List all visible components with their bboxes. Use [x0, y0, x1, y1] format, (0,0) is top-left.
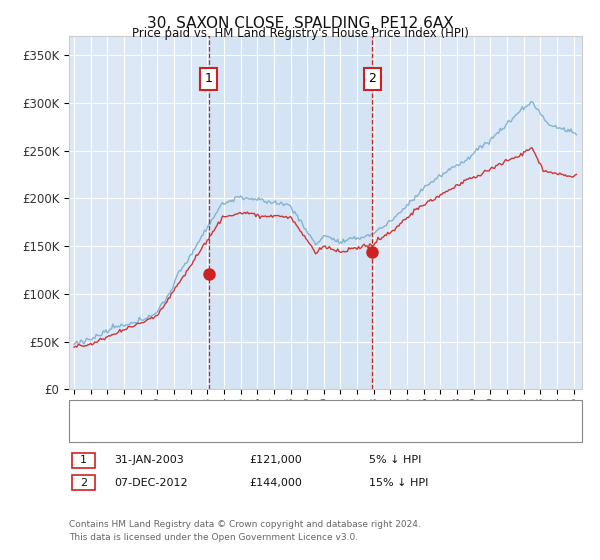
Text: 30, SAXON CLOSE, SPALDING, PE12 6AX: 30, SAXON CLOSE, SPALDING, PE12 6AX	[146, 16, 454, 31]
Text: 1: 1	[205, 72, 212, 85]
Text: 30, SAXON CLOSE, SPALDING, PE12 6AX (detached house): 30, SAXON CLOSE, SPALDING, PE12 6AX (det…	[108, 407, 427, 417]
Text: 07-DEC-2012: 07-DEC-2012	[114, 478, 188, 488]
Text: ———: ———	[75, 405, 113, 418]
Text: 2: 2	[368, 72, 376, 85]
Text: 15% ↓ HPI: 15% ↓ HPI	[369, 478, 428, 488]
Text: Price paid vs. HM Land Registry's House Price Index (HPI): Price paid vs. HM Land Registry's House …	[131, 27, 469, 40]
Text: ———: ———	[75, 422, 113, 435]
Text: £144,000: £144,000	[249, 478, 302, 488]
Text: 1: 1	[80, 455, 87, 465]
Text: This data is licensed under the Open Government Licence v3.0.: This data is licensed under the Open Gov…	[69, 533, 358, 542]
Text: Contains HM Land Registry data © Crown copyright and database right 2024.: Contains HM Land Registry data © Crown c…	[69, 520, 421, 529]
Text: 2: 2	[80, 478, 87, 488]
Text: £121,000: £121,000	[249, 455, 302, 465]
Text: 5% ↓ HPI: 5% ↓ HPI	[369, 455, 421, 465]
Bar	[209, 36, 373, 389]
Text: HPI: Average price, detached house, South Holland: HPI: Average price, detached house, Sout…	[108, 423, 387, 433]
Text: 31-JAN-2003: 31-JAN-2003	[114, 455, 184, 465]
